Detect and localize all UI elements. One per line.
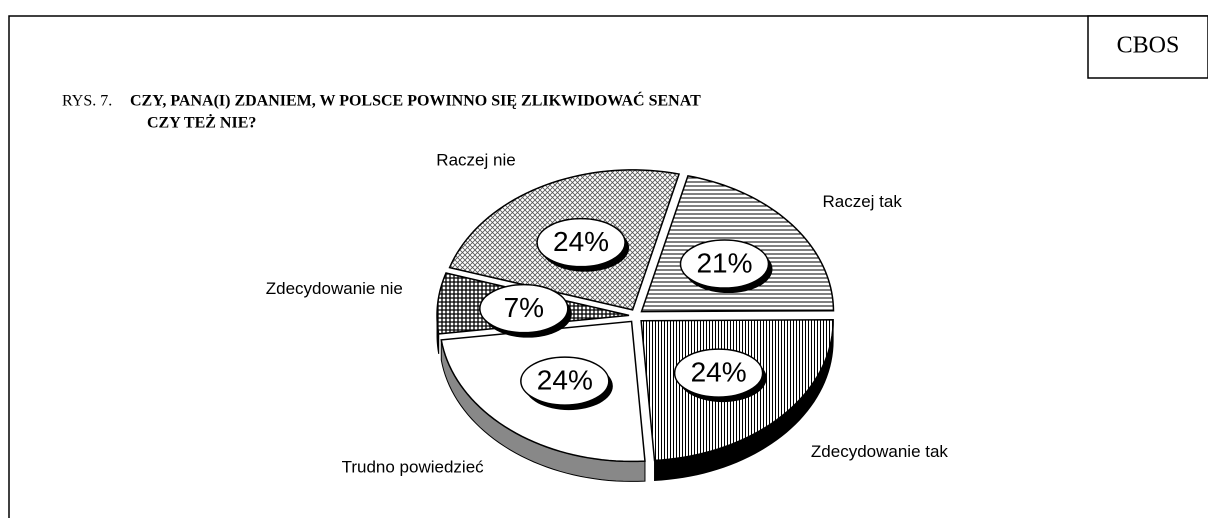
data-label: 24% <box>553 226 609 257</box>
title-prefix: RYS. 7. <box>62 93 112 110</box>
label-bubble <box>536 217 626 268</box>
data-label: 21% <box>696 247 752 278</box>
label-bubble <box>479 283 569 334</box>
data-label: 24% <box>691 356 747 387</box>
data-label: 24% <box>537 364 593 395</box>
chart-title: CZY TEŻ NIE? <box>147 113 256 132</box>
label-bubble <box>673 348 764 398</box>
source: CBOS <box>1117 33 1180 59</box>
category-label: Raczej tak <box>822 192 902 211</box>
category-label: Raczej nie <box>436 150 515 169</box>
chart-title: CZY, PANA(I) ZDANIEM, W POLSCE POWINNO S… <box>130 91 701 110</box>
label-bubble <box>679 239 770 289</box>
pie: 21% Raczej tak 24% Zdecydowanie tak 24% Trudn… <box>266 150 949 482</box>
category-label: Zdecydowanie nie <box>266 279 403 298</box>
category-label: Trudno powiedzieć <box>342 457 485 476</box>
frame <box>8 15 1208 518</box>
source-box <box>1087 15 1208 79</box>
data-label: 7% <box>504 292 544 323</box>
label-bubble <box>520 356 610 406</box>
category-label: Zdecydowanie tak <box>811 442 949 461</box>
